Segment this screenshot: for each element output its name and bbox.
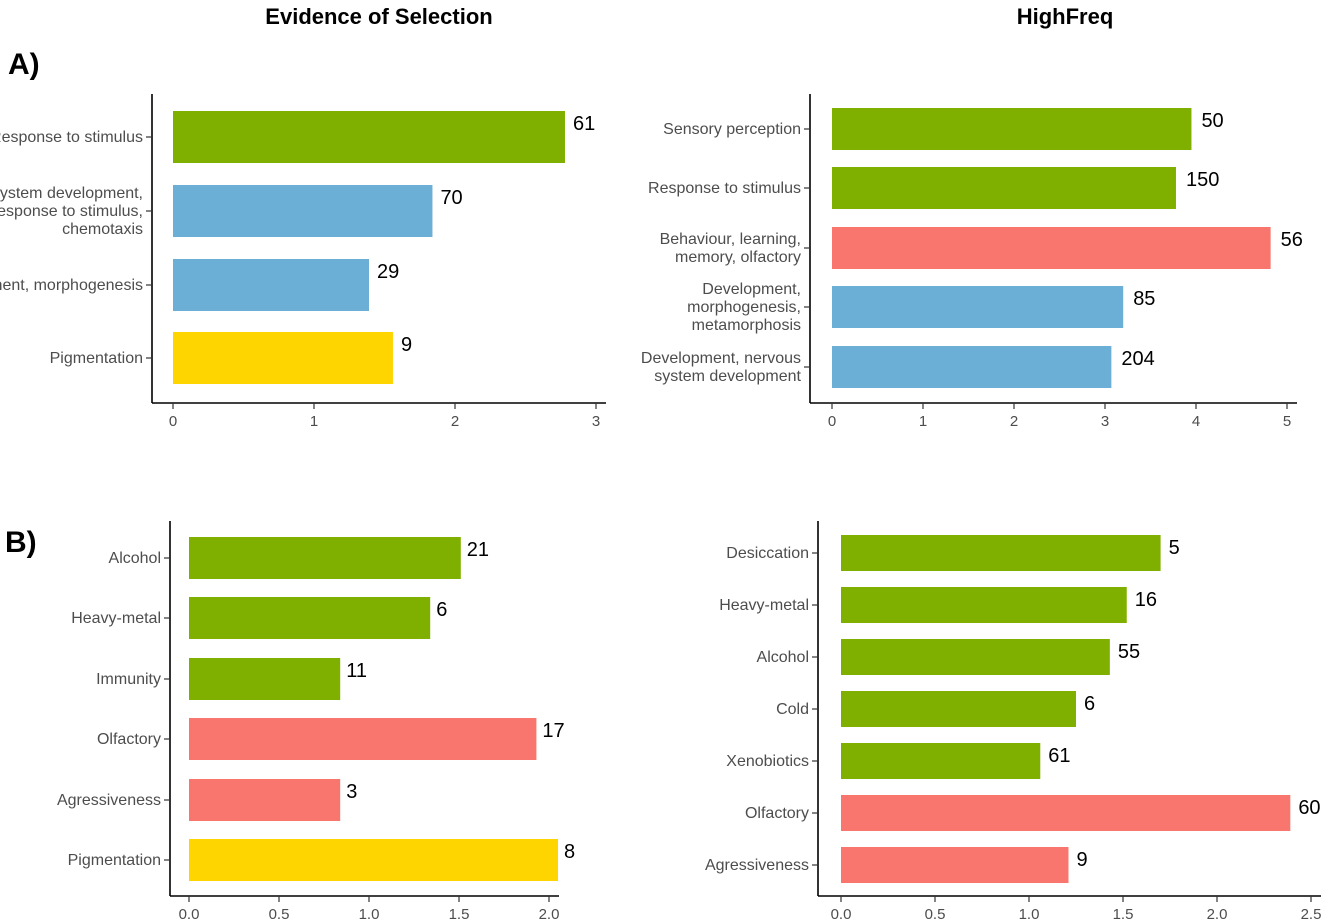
bar-value-label: 50 bbox=[1201, 110, 1223, 132]
category-label: Olfactory bbox=[97, 731, 161, 748]
chart-2: 0 1 2 3 4 5 50 Sensory perception 150 Response to… bbox=[641, 94, 1303, 430]
category-label: Development, nervous system development bbox=[641, 350, 802, 385]
bar-value-label: 55 bbox=[1118, 641, 1140, 663]
column-title-right: HighFreq bbox=[1016, 4, 1114, 29]
bar bbox=[173, 111, 565, 163]
x-tick-label: 4 bbox=[1192, 413, 1200, 430]
category-label: Behaviour, learning, memory, olfactory bbox=[660, 231, 801, 266]
category-label: Heavy-metal bbox=[719, 597, 809, 614]
bar-value-label: 3 bbox=[346, 781, 357, 803]
category-label: Desiccation bbox=[726, 545, 809, 562]
x-tick-label: 1.0 bbox=[1019, 906, 1040, 922]
bar-value-label: 21 bbox=[467, 539, 489, 561]
bar bbox=[173, 185, 433, 237]
bar bbox=[832, 346, 1112, 388]
bar-value-label: 9 bbox=[401, 334, 412, 356]
category-label: Nervous system development,response to s… bbox=[0, 185, 143, 238]
category-label: Olfactory bbox=[745, 805, 809, 822]
category-label: Xenobiotics bbox=[726, 753, 809, 770]
category-label: Pigmentation bbox=[68, 852, 161, 869]
panel-label-a: A) bbox=[8, 48, 40, 81]
bar bbox=[841, 535, 1161, 571]
bar bbox=[841, 795, 1291, 831]
bar-value-label: 204 bbox=[1121, 348, 1154, 370]
bar bbox=[832, 286, 1124, 328]
chart-4: 0.0 0.5 1.0 1.5 2.0 2.5 5 Desiccation 16 Heavy-me… bbox=[705, 521, 1321, 922]
x-tick-label: 0.5 bbox=[925, 906, 946, 922]
x-tick-label: 0.0 bbox=[179, 906, 200, 922]
category-label: Pigmentation bbox=[50, 350, 143, 367]
bar-value-label: 60 bbox=[1298, 797, 1320, 819]
x-tick-label: 0 bbox=[169, 413, 177, 430]
bar-value-label: 6 bbox=[436, 599, 447, 621]
x-tick-label: 3 bbox=[1101, 413, 1109, 430]
bar-value-label: 8 bbox=[564, 841, 575, 863]
bar bbox=[832, 167, 1176, 209]
chart-1: 0 1 2 3 61 Response to stimulus 70 Nervous syst… bbox=[0, 94, 606, 430]
bar-value-label: 70 bbox=[440, 187, 462, 209]
category-label: Development, morphogenesis, metamorphosis bbox=[687, 281, 801, 334]
bar bbox=[841, 847, 1069, 883]
bar bbox=[841, 587, 1127, 623]
bar-value-label: 9 bbox=[1076, 849, 1087, 871]
bar-value-label: 16 bbox=[1135, 589, 1157, 611]
bar bbox=[189, 658, 341, 700]
category-label: Alcohol bbox=[757, 649, 809, 666]
x-tick-label: 5 bbox=[1283, 413, 1291, 430]
bar-value-label: 6 bbox=[1084, 693, 1095, 715]
bar-value-label: 29 bbox=[377, 261, 399, 283]
x-tick-label: 3 bbox=[592, 413, 600, 430]
category-label: Development, morphogenesis bbox=[0, 277, 143, 294]
category-label: Agressiveness bbox=[705, 857, 809, 874]
x-tick-label: 2 bbox=[1010, 413, 1018, 430]
bar bbox=[173, 332, 393, 384]
bar-value-label: 56 bbox=[1281, 229, 1303, 251]
bar bbox=[832, 227, 1271, 269]
category-label: Sensory perception bbox=[663, 121, 801, 138]
bar bbox=[173, 259, 369, 311]
bar-value-label: 61 bbox=[573, 113, 595, 135]
x-tick-label: 2.0 bbox=[1207, 906, 1228, 922]
bar-value-label: 5 bbox=[1169, 537, 1180, 559]
chart-3: 0.0 0.5 1.0 1.5 2.0 21 Alcohol 6 Heavy-metal 11 Im… bbox=[57, 521, 575, 922]
category-label: Immunity bbox=[96, 671, 161, 688]
x-tick-label: 1.0 bbox=[359, 906, 380, 922]
category-label: Heavy-metal bbox=[71, 610, 161, 627]
x-tick-label: 1 bbox=[919, 413, 927, 430]
x-tick-label: 2.5 bbox=[1301, 906, 1322, 922]
x-tick-label: 2.0 bbox=[539, 906, 560, 922]
bar bbox=[189, 597, 431, 639]
bar-value-label: 85 bbox=[1133, 288, 1155, 310]
x-tick-label: 1 bbox=[310, 413, 318, 430]
bar bbox=[832, 108, 1192, 150]
bar-value-label: 150 bbox=[1186, 169, 1219, 191]
category-label: Cold bbox=[776, 701, 809, 718]
bar bbox=[841, 691, 1076, 727]
category-label: Response to stimulus bbox=[0, 129, 143, 146]
x-tick-label: 0 bbox=[828, 413, 836, 430]
bar-value-label: 61 bbox=[1048, 745, 1070, 767]
category-label: Alcohol bbox=[109, 550, 161, 567]
bar bbox=[841, 743, 1041, 779]
bar bbox=[189, 718, 537, 760]
bar bbox=[841, 639, 1110, 675]
bar-value-label: 11 bbox=[346, 660, 367, 682]
column-title-left: Evidence of Selection bbox=[265, 4, 493, 29]
bar-value-label: 17 bbox=[542, 720, 564, 742]
category-label: Agressiveness bbox=[57, 792, 161, 809]
bar bbox=[189, 839, 558, 881]
x-tick-label: 0.0 bbox=[831, 906, 852, 922]
x-tick-label: 1.5 bbox=[1113, 906, 1134, 922]
panel-label-b: B) bbox=[5, 526, 37, 559]
x-tick-label: 2 bbox=[451, 413, 459, 430]
bar bbox=[189, 779, 341, 821]
x-tick-label: 0.5 bbox=[269, 906, 290, 922]
bar bbox=[189, 537, 461, 579]
x-tick-label: 1.5 bbox=[449, 906, 470, 922]
category-label: Response to stimulus bbox=[648, 180, 801, 197]
